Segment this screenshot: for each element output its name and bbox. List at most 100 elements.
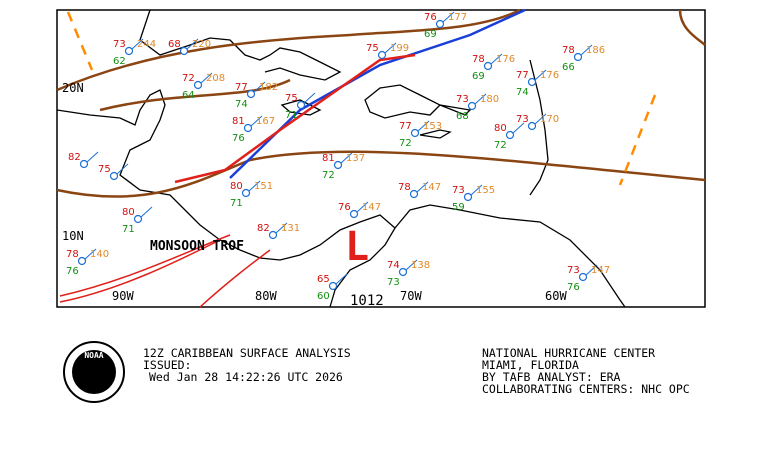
pressure: 180 bbox=[480, 94, 499, 105]
temperature: 81 bbox=[232, 116, 245, 127]
pressure: 147 bbox=[422, 182, 441, 193]
low-symbol: L bbox=[345, 224, 369, 270]
dewpoint: 71 bbox=[122, 224, 135, 235]
footer: 12Z CARIBBEAN SURFACE ANALYSIS ISSUED: W… bbox=[143, 346, 690, 396]
station-dot bbox=[398, 267, 408, 277]
dewpoint: 66 bbox=[562, 62, 575, 73]
temperature: 74 bbox=[387, 260, 400, 271]
dewpoint: 60 bbox=[317, 291, 330, 302]
station-dot bbox=[467, 101, 477, 111]
pressure: 138 bbox=[411, 260, 430, 271]
pressure: 176 bbox=[496, 54, 515, 65]
temperature: 78 bbox=[562, 45, 575, 56]
wind-barb bbox=[442, 11, 455, 23]
wind-barb bbox=[253, 81, 266, 93]
wind-barb bbox=[417, 120, 430, 132]
wind-barb bbox=[512, 122, 525, 134]
dewpoint: 73 bbox=[387, 277, 400, 288]
station-dot bbox=[527, 121, 537, 131]
logo-disc bbox=[72, 350, 116, 394]
temperature: 77 bbox=[516, 70, 529, 81]
dewpoint: 62 bbox=[113, 56, 126, 67]
wind-barb bbox=[303, 92, 316, 104]
station-dot bbox=[241, 188, 251, 198]
dewpoint: 74 bbox=[235, 99, 248, 110]
pressure: 131 bbox=[281, 223, 300, 234]
lon-label: 80W bbox=[255, 289, 277, 303]
pressure: 176 bbox=[540, 70, 559, 81]
temperature: 78 bbox=[472, 54, 485, 65]
wind-barb bbox=[474, 93, 487, 105]
station-dot bbox=[328, 281, 338, 291]
monsoon-lines bbox=[59, 234, 271, 308]
wind-barb bbox=[140, 206, 153, 218]
temperature: 75 bbox=[366, 43, 379, 54]
pressure: 137 bbox=[346, 153, 365, 164]
temperature: 78 bbox=[66, 249, 79, 260]
station-dot bbox=[193, 80, 203, 90]
station-dot bbox=[410, 128, 420, 138]
footer-right: MIAMI, FLORIDA bbox=[482, 358, 579, 372]
station-dot bbox=[246, 89, 256, 99]
temperature: 78 bbox=[398, 182, 411, 193]
dewpoint: 76 bbox=[66, 266, 79, 277]
temperature: 82 bbox=[257, 223, 270, 234]
station-dot bbox=[124, 46, 134, 56]
pressure: 155 bbox=[476, 185, 495, 196]
temperature: 65 bbox=[317, 274, 330, 285]
wind-barb bbox=[585, 264, 598, 276]
footer-left: Wed Jan 28 14:22:26 UTC 2026 bbox=[149, 370, 343, 384]
station-dot bbox=[243, 123, 253, 133]
station-dot bbox=[296, 100, 306, 110]
coastlines bbox=[56, 9, 626, 308]
wind-barb bbox=[335, 273, 348, 285]
pressure: 153 bbox=[423, 121, 442, 132]
temperature: 77 bbox=[399, 121, 412, 132]
trough-label: MONSOON TROF bbox=[150, 239, 244, 254]
dewpoint: 74 bbox=[516, 87, 529, 98]
pressure: 147 bbox=[591, 265, 610, 276]
wind-barb bbox=[534, 113, 547, 125]
station-dot bbox=[349, 209, 359, 219]
temperature: 75 bbox=[285, 93, 298, 104]
dewpoint: 68 bbox=[456, 111, 469, 122]
temperature: 73 bbox=[567, 265, 580, 276]
logo-text: NOAA bbox=[84, 351, 103, 360]
wind-barb bbox=[200, 72, 213, 84]
station-dot bbox=[79, 159, 89, 169]
station-dot bbox=[377, 50, 387, 60]
temperature: 68 bbox=[168, 39, 181, 50]
wind-barb bbox=[356, 201, 369, 213]
station-dot bbox=[578, 272, 588, 282]
warm-front bbox=[174, 53, 416, 184]
temperature: 72 bbox=[182, 73, 195, 84]
wind-barb bbox=[248, 180, 261, 192]
wind-barb bbox=[405, 259, 418, 271]
wind-barb bbox=[384, 42, 397, 54]
temperature: 76 bbox=[424, 12, 437, 23]
station-dot bbox=[483, 61, 493, 71]
temperature: 80 bbox=[494, 123, 507, 134]
dewpoint: 72 bbox=[322, 170, 335, 181]
wind-barb bbox=[470, 184, 483, 196]
pressure: 220 bbox=[192, 39, 211, 50]
dewpoint: 76 bbox=[567, 282, 580, 293]
footer-left: 12Z CARIBBEAN SURFACE ANALYSIS bbox=[143, 346, 351, 360]
dewpoint: 72 bbox=[399, 138, 412, 149]
pressure: 182 bbox=[259, 82, 278, 93]
noaa-logo: NOAA bbox=[63, 341, 125, 403]
dewpoint: 76 bbox=[232, 133, 245, 144]
temperature: 80 bbox=[230, 181, 243, 192]
pressure: 147 bbox=[362, 202, 381, 213]
pressure: 177 bbox=[448, 12, 467, 23]
station-dot bbox=[109, 171, 119, 181]
troughs bbox=[56, 8, 706, 198]
wind-barb bbox=[186, 38, 199, 50]
dewpoint: 59 bbox=[452, 202, 465, 213]
wind-barb bbox=[86, 151, 99, 163]
wind-barb bbox=[340, 152, 353, 164]
lon-label: 60W bbox=[545, 289, 567, 303]
wind-barb bbox=[416, 181, 429, 193]
temperature: 82 bbox=[68, 152, 81, 163]
